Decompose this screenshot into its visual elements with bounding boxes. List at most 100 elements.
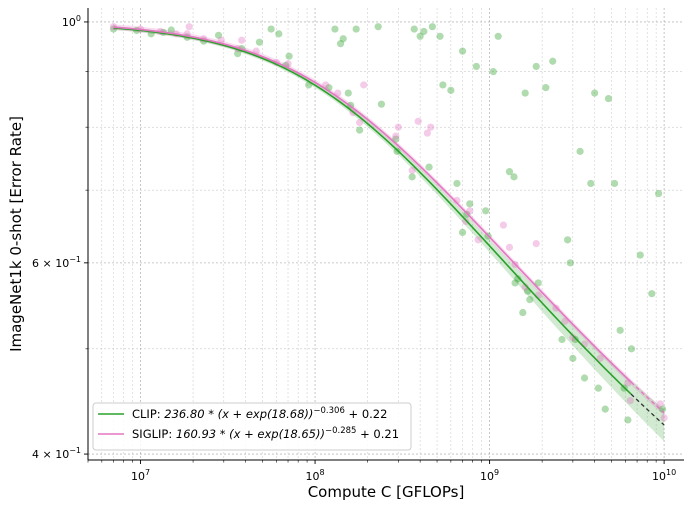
clip-point [564, 236, 572, 244]
clip-point [511, 279, 519, 287]
clip-point [439, 81, 447, 89]
siglip-point [423, 129, 431, 137]
siglip-point [505, 243, 514, 251]
siglip-point [626, 397, 634, 405]
clip-point [331, 25, 339, 33]
clip-point [447, 86, 455, 94]
data-points [109, 23, 668, 424]
siglip-fit-band [113, 24, 665, 416]
siglip-point [660, 414, 668, 422]
clip-point [255, 38, 264, 46]
clip-point [275, 30, 283, 38]
x-tick-label: 1010 [652, 468, 676, 483]
clip-point [655, 189, 663, 198]
clip-point [267, 25, 275, 33]
clip-point [526, 296, 534, 304]
clip-point [482, 207, 490, 215]
clip-point [510, 173, 518, 181]
clip-point [453, 179, 461, 188]
legend-label-siglip: SIGLIP: 160.93 * (x + exp(18.65))−0.285 … [132, 426, 399, 441]
clip-point [569, 354, 577, 362]
clip-point [339, 35, 347, 43]
clip-point [167, 26, 175, 34]
clip-point [234, 50, 242, 58]
clip-point [594, 384, 602, 392]
clip-point [489, 68, 497, 76]
siglip-point [561, 317, 569, 325]
clip-point [505, 168, 514, 176]
axis-ticks: 107 108 109 1010 100 6 × 10−1 4 × 10−1 [32, 14, 676, 483]
siglip-point [552, 304, 560, 312]
siglip-point [532, 239, 540, 248]
clip-point [494, 32, 502, 40]
y-tick-label: 4 × 10−1 [32, 446, 81, 461]
siglip-point [360, 81, 368, 89]
legend-box [92, 402, 412, 451]
clip-point [408, 173, 416, 181]
clip-fit-extrapolation [630, 393, 665, 426]
clip-point [587, 179, 595, 188]
clip-point [532, 62, 540, 71]
clip-point [410, 25, 418, 33]
siglip-point [656, 400, 664, 408]
clip-point [616, 326, 624, 334]
grid-lines [87, 8, 684, 460]
clip-point [558, 335, 566, 344]
clip-point [352, 25, 360, 33]
clip-point [285, 52, 293, 60]
clip-point [648, 290, 656, 298]
clip-point [576, 147, 584, 155]
siglip-point [238, 36, 246, 44]
siglip-point [394, 123, 402, 131]
legend-label-clip: CLIP: 236.80 * (x + exp(18.68))−0.306 + … [132, 406, 387, 421]
siglip-fit-extrapolation [630, 381, 665, 414]
siglip-point [334, 89, 342, 97]
clip-point [580, 374, 589, 382]
clip-point [571, 335, 579, 344]
y-axis-title: ImageNet1k 0-shot [Error Rate] [7, 116, 25, 352]
clip-point [624, 416, 632, 424]
clip-point [549, 57, 557, 65]
clip-point [214, 31, 223, 39]
clip-point [344, 89, 352, 97]
siglip-point [499, 221, 508, 229]
clip-point [420, 27, 428, 36]
siglip-fit-line [113, 26, 632, 383]
clip-point [604, 94, 613, 103]
siglip-point [474, 236, 482, 244]
clip-point [591, 89, 599, 97]
siglip-point [569, 334, 577, 342]
x-axis-title: Compute C [GFLOPs] [308, 483, 465, 501]
siglip-point [596, 354, 604, 362]
clip-point [336, 40, 345, 48]
clip-point [436, 32, 444, 40]
siglip-point [462, 217, 470, 226]
siglip-point [322, 81, 330, 89]
clip-point [566, 259, 574, 267]
clip-point [374, 23, 382, 31]
axes [87, 8, 684, 461]
x-tick-label: 108 [306, 468, 325, 483]
clip-point [428, 23, 436, 31]
clip-point [377, 100, 386, 108]
clip-point [519, 308, 527, 317]
siglip-point [392, 132, 400, 140]
clip-point [658, 405, 667, 413]
clip-point [534, 279, 542, 287]
clip-point [458, 47, 467, 55]
y-tick-label: 6 × 10−1 [32, 255, 81, 270]
clip-point [458, 228, 467, 237]
x-tick-label: 109 [480, 468, 499, 483]
siglip-point [217, 36, 225, 44]
siglip-point [356, 118, 364, 127]
clip-point [601, 405, 609, 413]
clip-point [521, 89, 529, 97]
y-tick-label: 100 [62, 14, 81, 29]
clip-point [472, 62, 480, 71]
siglip-point [466, 207, 474, 215]
clip-point [627, 345, 636, 353]
clip-point [514, 275, 522, 283]
siglip-point [521, 283, 529, 291]
clip-point [542, 84, 550, 92]
